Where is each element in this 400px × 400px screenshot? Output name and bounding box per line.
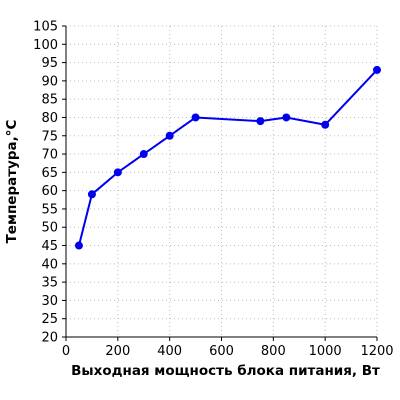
y-tick-label: 85 <box>41 93 58 108</box>
y-tick-label: 40 <box>41 257 58 272</box>
x-tick-label: 600 <box>209 344 234 359</box>
y-tick-label: 35 <box>41 276 58 291</box>
y-tick-labels: 20 25 30 35 40 45 50 55 60 65 70 75 80 85 90 95 100 105 <box>33 20 58 346</box>
x-tick-label: 1200 <box>360 344 393 359</box>
data-point <box>113 168 122 177</box>
x-tick-label: 0 <box>62 344 70 359</box>
y-tick-label: 45 <box>41 239 58 254</box>
y-tick-label: 75 <box>41 129 58 144</box>
data-point <box>165 131 174 140</box>
data-point <box>321 120 330 129</box>
y-tick-label: 65 <box>41 166 58 181</box>
y-tick-label: 20 <box>41 331 58 346</box>
x-tick-label: 400 <box>157 344 182 359</box>
x-tick-labels: 0 200 400 600 800 1000 1200 <box>62 344 394 359</box>
y-axis-label: Температура,°C <box>4 119 20 243</box>
data-point <box>191 113 200 122</box>
data-point <box>282 113 291 122</box>
y-tick-label: 95 <box>41 56 58 71</box>
y-tick-label: 80 <box>41 111 58 126</box>
x-axis-label: Выходная мощность блока питания, Вт <box>71 363 380 379</box>
y-tick-label: 50 <box>41 221 58 236</box>
y-tick-label: 105 <box>33 20 58 35</box>
y-tick-label: 25 <box>41 312 58 327</box>
data-point <box>139 150 148 159</box>
axes <box>62 25 378 341</box>
data-point <box>373 65 381 74</box>
data-point <box>87 190 96 199</box>
data-point <box>74 241 83 250</box>
y-tick-label: 70 <box>41 148 58 163</box>
x-tick-label: 1000 <box>309 344 342 359</box>
x-tick-label: 800 <box>261 344 286 359</box>
y-tick-label: 55 <box>41 202 58 217</box>
x-tick-label: 200 <box>105 344 130 359</box>
series-line <box>77 69 378 246</box>
y-tick-label: 60 <box>41 184 58 199</box>
series-group <box>74 65 381 250</box>
y-tick-label: 100 <box>33 38 58 53</box>
y-tick-label: 90 <box>41 74 58 89</box>
y-tick-label: 30 <box>41 294 58 309</box>
data-point <box>256 117 265 126</box>
